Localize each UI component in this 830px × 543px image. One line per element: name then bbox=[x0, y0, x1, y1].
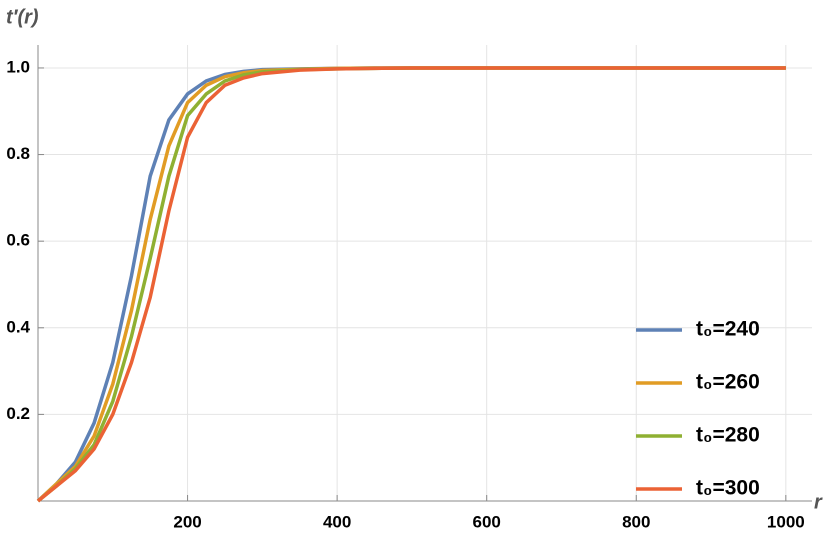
y-tick-label: 0.6 bbox=[6, 231, 30, 250]
x-tick-label: 400 bbox=[323, 512, 351, 531]
legend-label: t₀=280 bbox=[696, 424, 760, 447]
y-tick-label: 1.0 bbox=[6, 57, 30, 76]
legend-label: t₀=260 bbox=[696, 371, 760, 394]
line-series bbox=[36, 66, 786, 503]
x-axis-label: r bbox=[814, 491, 823, 513]
x-tick-label: 1000 bbox=[767, 512, 805, 531]
x-tick-label: 600 bbox=[473, 512, 501, 531]
y-axis-label: t′(r) bbox=[6, 6, 39, 28]
y-tick-label: 0.2 bbox=[6, 404, 30, 423]
x-tick-label: 800 bbox=[622, 512, 650, 531]
legend-label: t₀=240 bbox=[696, 318, 760, 341]
legend-label: t₀=300 bbox=[696, 477, 760, 500]
y-tick-label: 0.8 bbox=[6, 144, 30, 163]
y-tick-label: 0.4 bbox=[6, 317, 30, 336]
x-tick-label: 200 bbox=[173, 512, 201, 531]
